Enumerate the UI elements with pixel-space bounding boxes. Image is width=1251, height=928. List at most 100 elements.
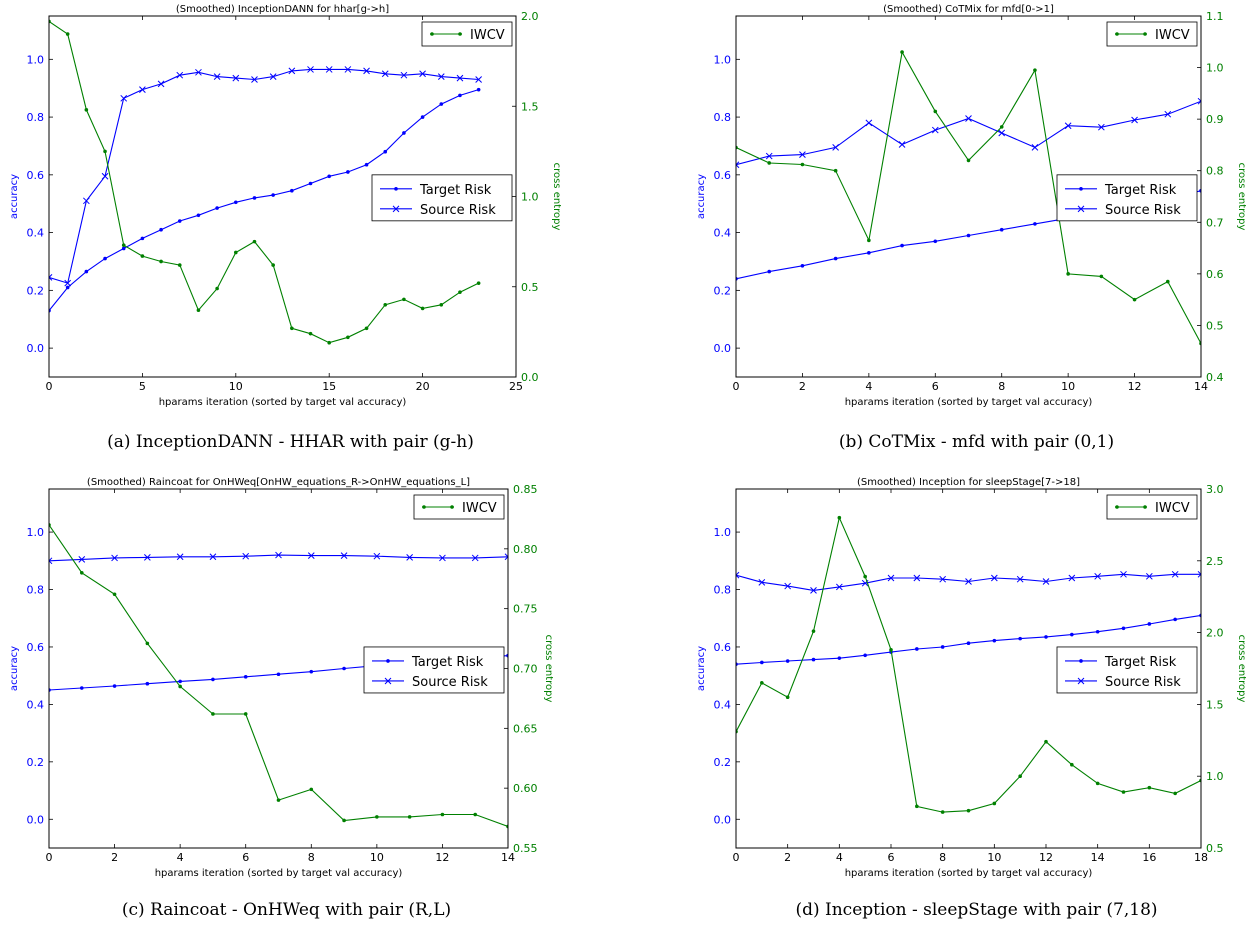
data-point-iwcv (966, 808, 971, 813)
data-point-iwcv (177, 263, 182, 267)
legend-marker (384, 677, 392, 685)
series-line-source-risk (736, 100, 1201, 166)
data-point-iwcv (760, 681, 764, 685)
x-tick-label: 10 (370, 851, 384, 864)
data-point-source-risk (1131, 116, 1138, 124)
legend-marker (1077, 205, 1085, 213)
data-point-iwcv (271, 263, 275, 267)
data-point-iwcv (767, 161, 772, 165)
data-point-target-risk (290, 188, 294, 193)
data-point-target-risk (211, 677, 215, 682)
x-tick-label: 8 (939, 851, 946, 864)
data-point-target-risk (837, 656, 842, 660)
data-point-iwcv (458, 290, 462, 294)
legend-marker (458, 32, 462, 36)
data-point-iwcv (145, 641, 150, 646)
data-point-target-risk (178, 679, 182, 684)
data-point-source-risk (439, 554, 446, 562)
x-tick-label: 8 (998, 380, 1005, 393)
x-tick-label: 2 (111, 851, 118, 864)
data-point-iwcv (121, 243, 126, 248)
legend-label: IWCV (1155, 501, 1190, 516)
x-tick-label: 0 (46, 380, 53, 393)
data-point-iwcv (473, 812, 478, 817)
y2-tick-label: 2.0 (1206, 627, 1224, 640)
data-point-target-risk (439, 102, 444, 106)
y-tick-label: 0.4 (27, 227, 45, 240)
data-point-target-risk (140, 236, 145, 241)
data-point-iwcv (1147, 785, 1152, 790)
data-point-target-risk (252, 196, 257, 200)
x-tick-label: 14 (1194, 380, 1208, 393)
legend-label: Target Risk (411, 655, 484, 670)
data-point-iwcv (1066, 272, 1070, 276)
data-point-target-risk (966, 641, 971, 646)
legend-left: Target Risk Source Risk (1056, 646, 1198, 694)
x-tick-label: 10 (987, 851, 1001, 864)
data-point-target-risk (383, 149, 388, 154)
data-point-source-risk (1098, 123, 1105, 131)
legend-marker (1143, 32, 1147, 36)
chart-title: (Smoothed) Raincoat for OnHWeq[OnHW_equa… (87, 477, 470, 488)
data-point-source-risk (990, 574, 998, 582)
legend-marker (450, 505, 454, 509)
y-axis-label: accuracy (696, 646, 707, 691)
data-point-iwcv (308, 331, 313, 336)
figure-caption: (d) Inception - sleepStage with pair (7,… (795, 900, 1157, 920)
data-point-target-risk (84, 269, 89, 274)
x-tick-label: 0 (46, 851, 53, 864)
legend-marker (392, 205, 400, 213)
data-point-iwcv (211, 712, 215, 716)
y-tick-label: 0.8 (27, 111, 45, 124)
y-tick-label: 1.0 (714, 53, 732, 66)
figure-caption: (b) CoTMix - mfd with pair (0,1) (839, 432, 1114, 452)
data-point-target-risk (785, 659, 790, 663)
data-point-source-risk (307, 66, 314, 73)
data-point-source-risk (232, 74, 240, 82)
series-line-source-risk (49, 554, 508, 562)
data-point-iwcv (407, 815, 412, 819)
data-point-target-risk (1095, 629, 1100, 634)
data-point-target-risk (933, 239, 938, 244)
data-point-source-risk (1016, 575, 1024, 583)
data-point-source-risk (456, 74, 464, 82)
data-point-iwcv (252, 239, 257, 244)
data-point-source-risk (475, 76, 482, 83)
series-group (736, 515, 1201, 814)
y-tick-label: 0.0 (714, 342, 732, 355)
data-point-target-risk (811, 657, 816, 662)
data-point-target-risk (65, 285, 70, 290)
data-point-iwcv (1165, 279, 1170, 284)
plot-frame (48, 15, 517, 378)
y2-tick-label: 2.0 (521, 10, 539, 23)
data-point-source-risk (275, 551, 282, 559)
data-point-source-risk (1164, 110, 1172, 118)
data-point-iwcv (999, 125, 1004, 129)
data-point-target-risk (767, 269, 772, 274)
legend-label: IWCV (462, 501, 497, 516)
data-point-source-risk (1094, 572, 1102, 580)
x-tick-label: 15 (322, 380, 336, 393)
data-point-source-risk (765, 152, 773, 160)
data-point-source-risk (49, 557, 53, 565)
data-point-target-risk (1018, 636, 1022, 641)
data-point-source-risk (101, 172, 109, 180)
data-point-target-risk (1044, 635, 1048, 639)
y-tick-label: 0.8 (27, 584, 45, 597)
data-point-source-risk (111, 554, 118, 562)
legend-marker (386, 659, 390, 663)
data-point-source-risk (437, 73, 445, 81)
data-point-source-risk (965, 115, 972, 122)
y2-tick-label: 0.70 (513, 663, 538, 676)
data-point-source-risk (758, 578, 766, 586)
legend-label: Source Risk (1105, 675, 1181, 690)
data-point-iwcv (1044, 739, 1048, 744)
data-point-target-risk (1033, 222, 1037, 226)
legend-marker (1143, 505, 1147, 509)
legend-right: IWCV (421, 21, 513, 47)
data-point-source-risk (931, 126, 939, 134)
data-point-target-risk (1070, 632, 1074, 637)
legend-marker (1115, 505, 1119, 509)
y2-tick-label: 1.1 (1206, 10, 1224, 23)
data-point-source-risk (49, 274, 53, 281)
